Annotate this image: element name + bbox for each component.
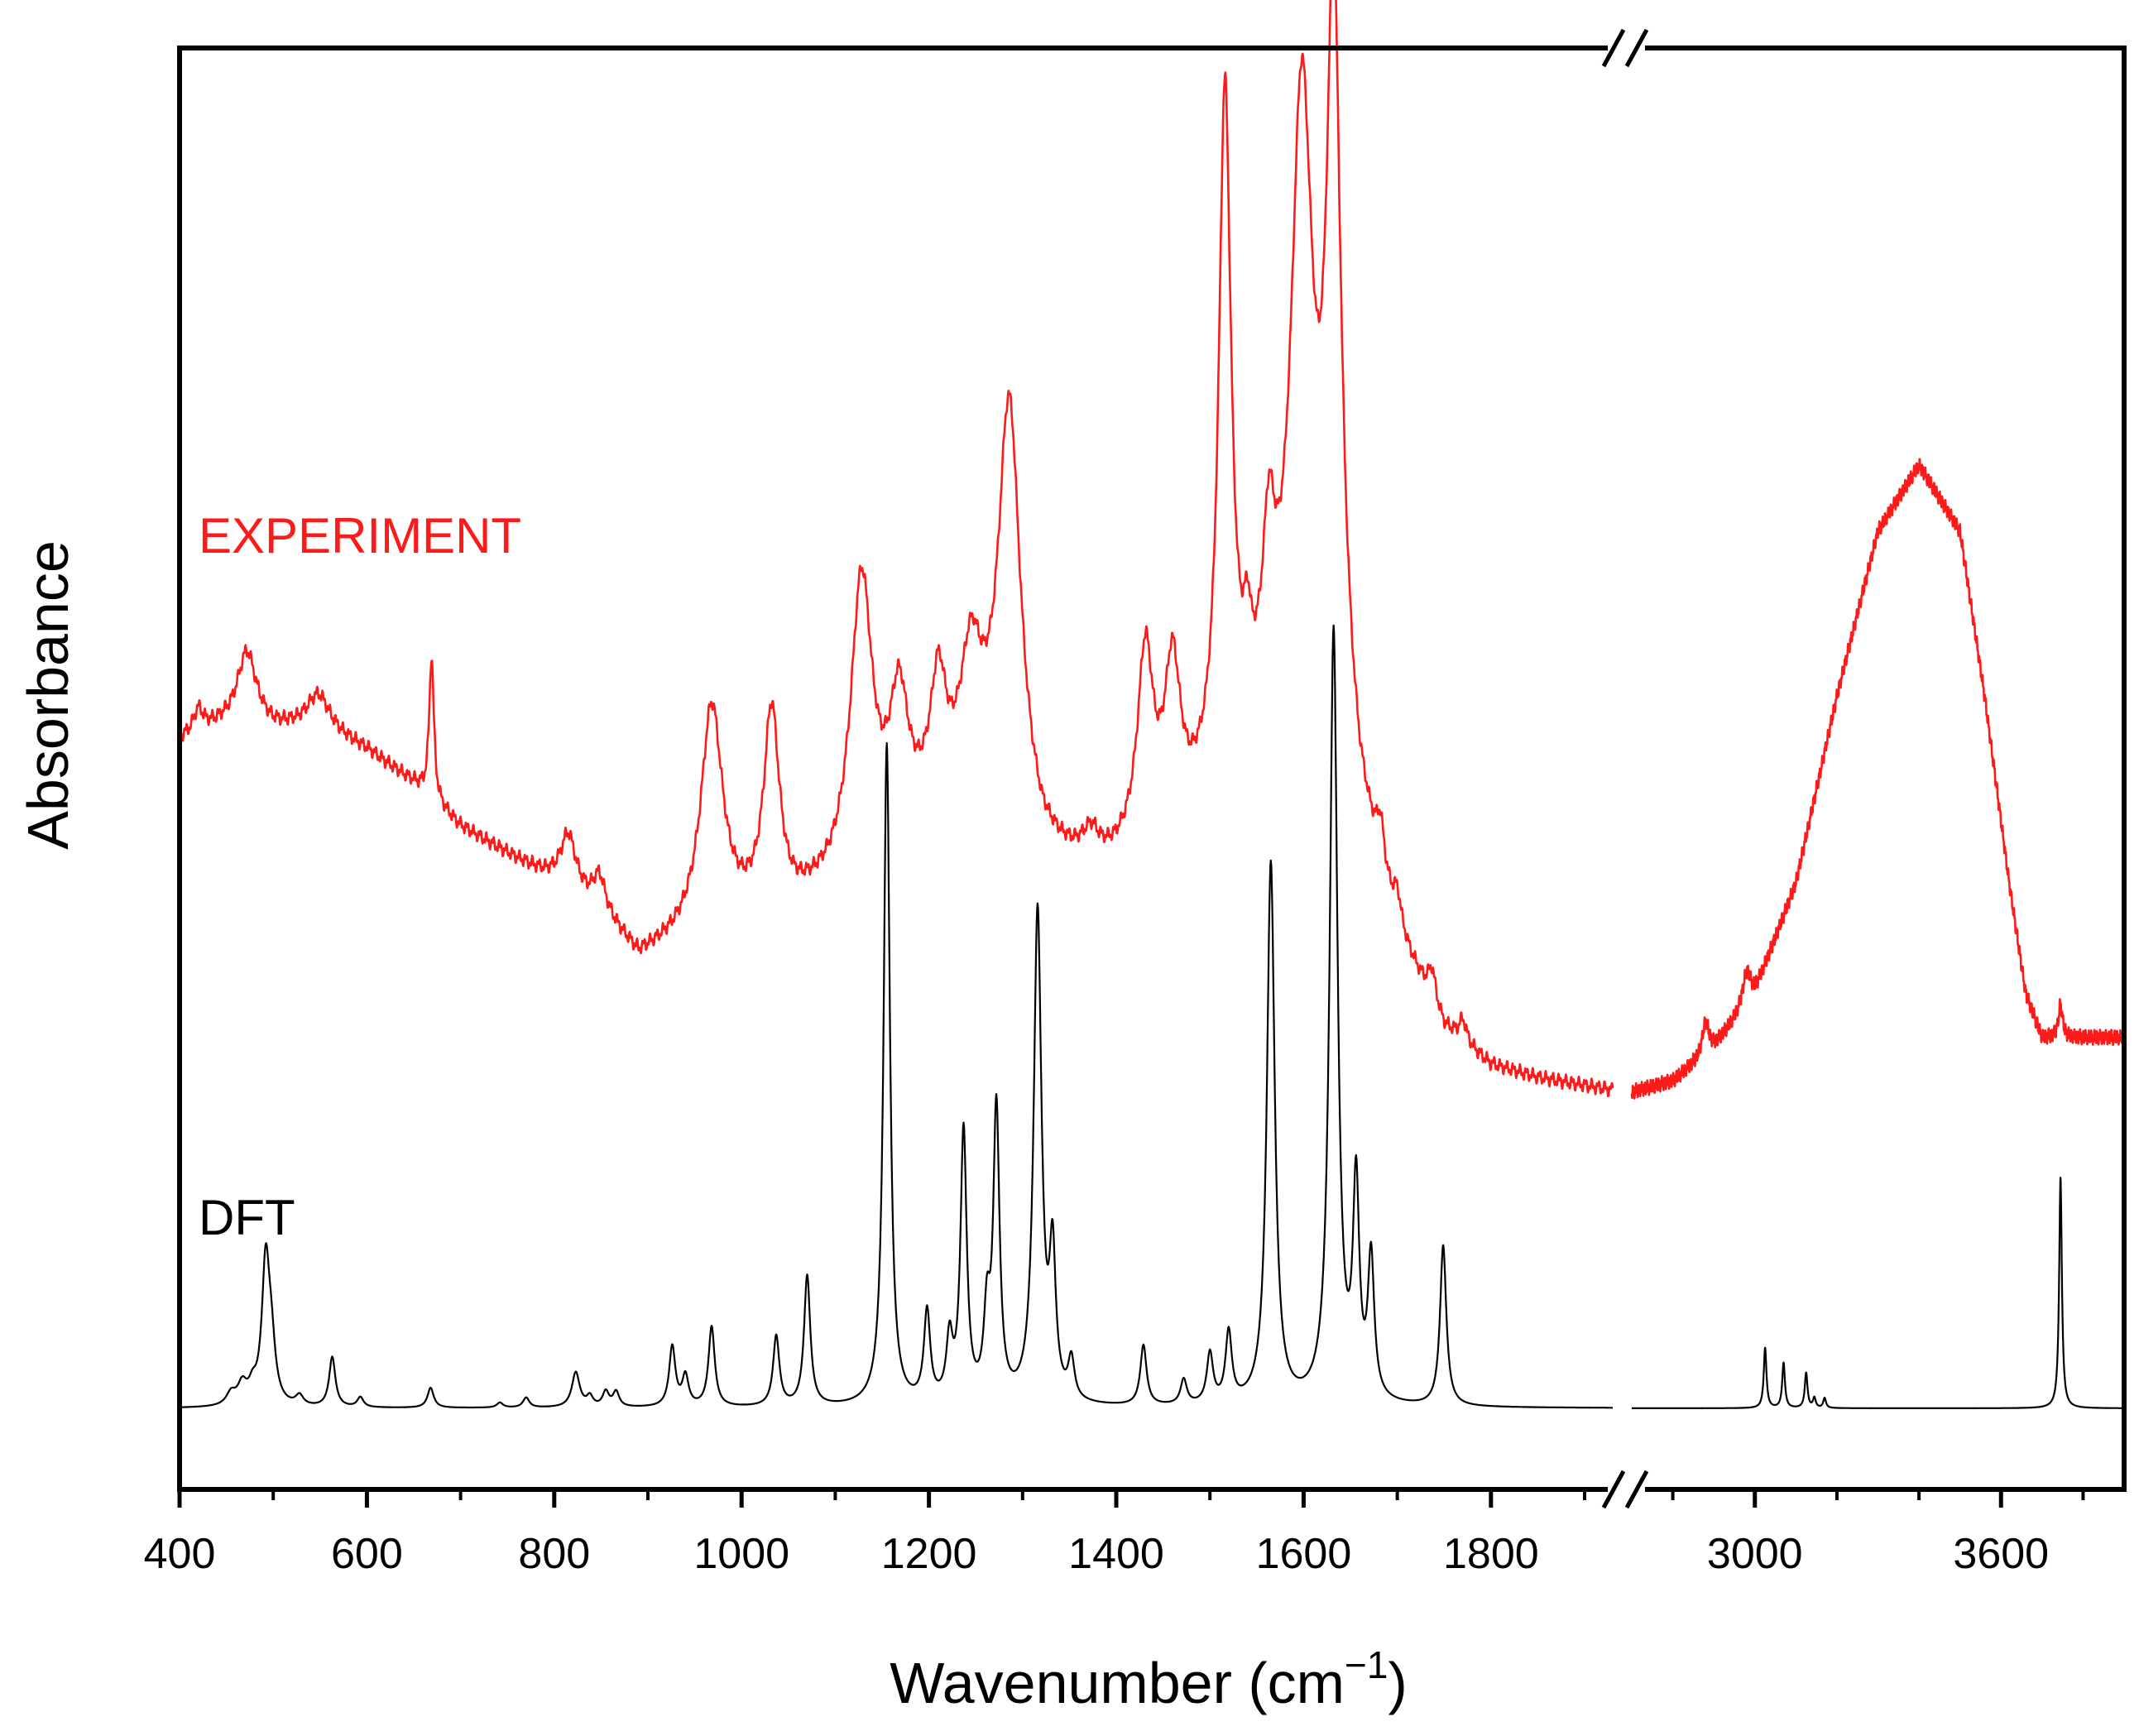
x-tick-label: 3000 (1707, 1530, 1803, 1578)
axis-break-bottom-marker (1601, 1470, 1649, 1509)
x-tick-label: 1800 (1443, 1530, 1539, 1578)
x-tick-label: 1200 (881, 1530, 977, 1578)
x-tick-label: 1600 (1256, 1530, 1352, 1578)
dft-spectrum-line-segment-1 (179, 624, 1614, 1409)
x-axis-tick-labels: 400 600 800 1000 1200 1400 1600 1800 3000 3600 (144, 1530, 2049, 1578)
x-axis-title-close: ) (1388, 1651, 1407, 1715)
x-tick-label: 800 (518, 1530, 590, 1578)
x-tick-label: 400 (144, 1530, 216, 1578)
x-axis-title-main: Wavenumber (cm (890, 1651, 1345, 1715)
x-axis-title: Wavenumber (cm−1) (890, 1643, 1408, 1715)
dft-spectrum-line-segment-2 (1631, 1177, 2125, 1409)
x-tick-label: 1000 (693, 1530, 789, 1578)
y-axis-title: Absorbance (16, 540, 80, 850)
experiment-spectrum-line-segment-2 (1630, 458, 2126, 1100)
dft-series-label: DFT (199, 1190, 295, 1245)
x-tick-label: 600 (331, 1530, 403, 1578)
x-tick-label: 1400 (1068, 1530, 1164, 1578)
x-axis-title-superscript: −1 (1345, 1643, 1388, 1686)
x-tick-label: 3600 (1953, 1530, 2049, 1578)
experiment-spectrum-line-segment-1 (178, 0, 1614, 1097)
experiment-series-label: EXPERIMENT (199, 508, 521, 563)
axis-break-top-marker (1601, 28, 1649, 68)
plot-series-group (178, 0, 2126, 1409)
x-axis-ticks (177, 1489, 2085, 1508)
